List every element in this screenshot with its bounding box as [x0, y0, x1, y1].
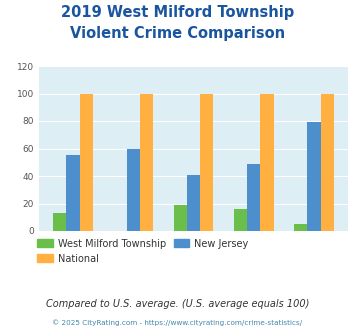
Text: 2019 West Milford Township: 2019 West Milford Township — [61, 5, 294, 20]
Bar — [53, 213, 66, 231]
Text: © 2025 CityRating.com - https://www.cityrating.com/crime-statistics/: © 2025 CityRating.com - https://www.city… — [53, 319, 302, 326]
Text: Violent Crime Comparison: Violent Crime Comparison — [70, 26, 285, 41]
Bar — [234, 209, 247, 231]
Bar — [80, 93, 93, 231]
Legend: West Milford Township, National, New Jersey: West Milford Township, National, New Jer… — [33, 235, 252, 267]
Bar — [127, 148, 140, 231]
Bar — [247, 164, 260, 231]
Bar — [260, 93, 274, 231]
Bar — [321, 93, 334, 231]
Bar — [174, 205, 187, 231]
Bar — [66, 155, 80, 231]
Bar — [307, 122, 321, 231]
Bar — [187, 175, 200, 231]
Bar — [200, 93, 213, 231]
Bar — [140, 93, 153, 231]
Text: Compared to U.S. average. (U.S. average equals 100): Compared to U.S. average. (U.S. average … — [46, 299, 309, 309]
Bar — [294, 224, 307, 231]
